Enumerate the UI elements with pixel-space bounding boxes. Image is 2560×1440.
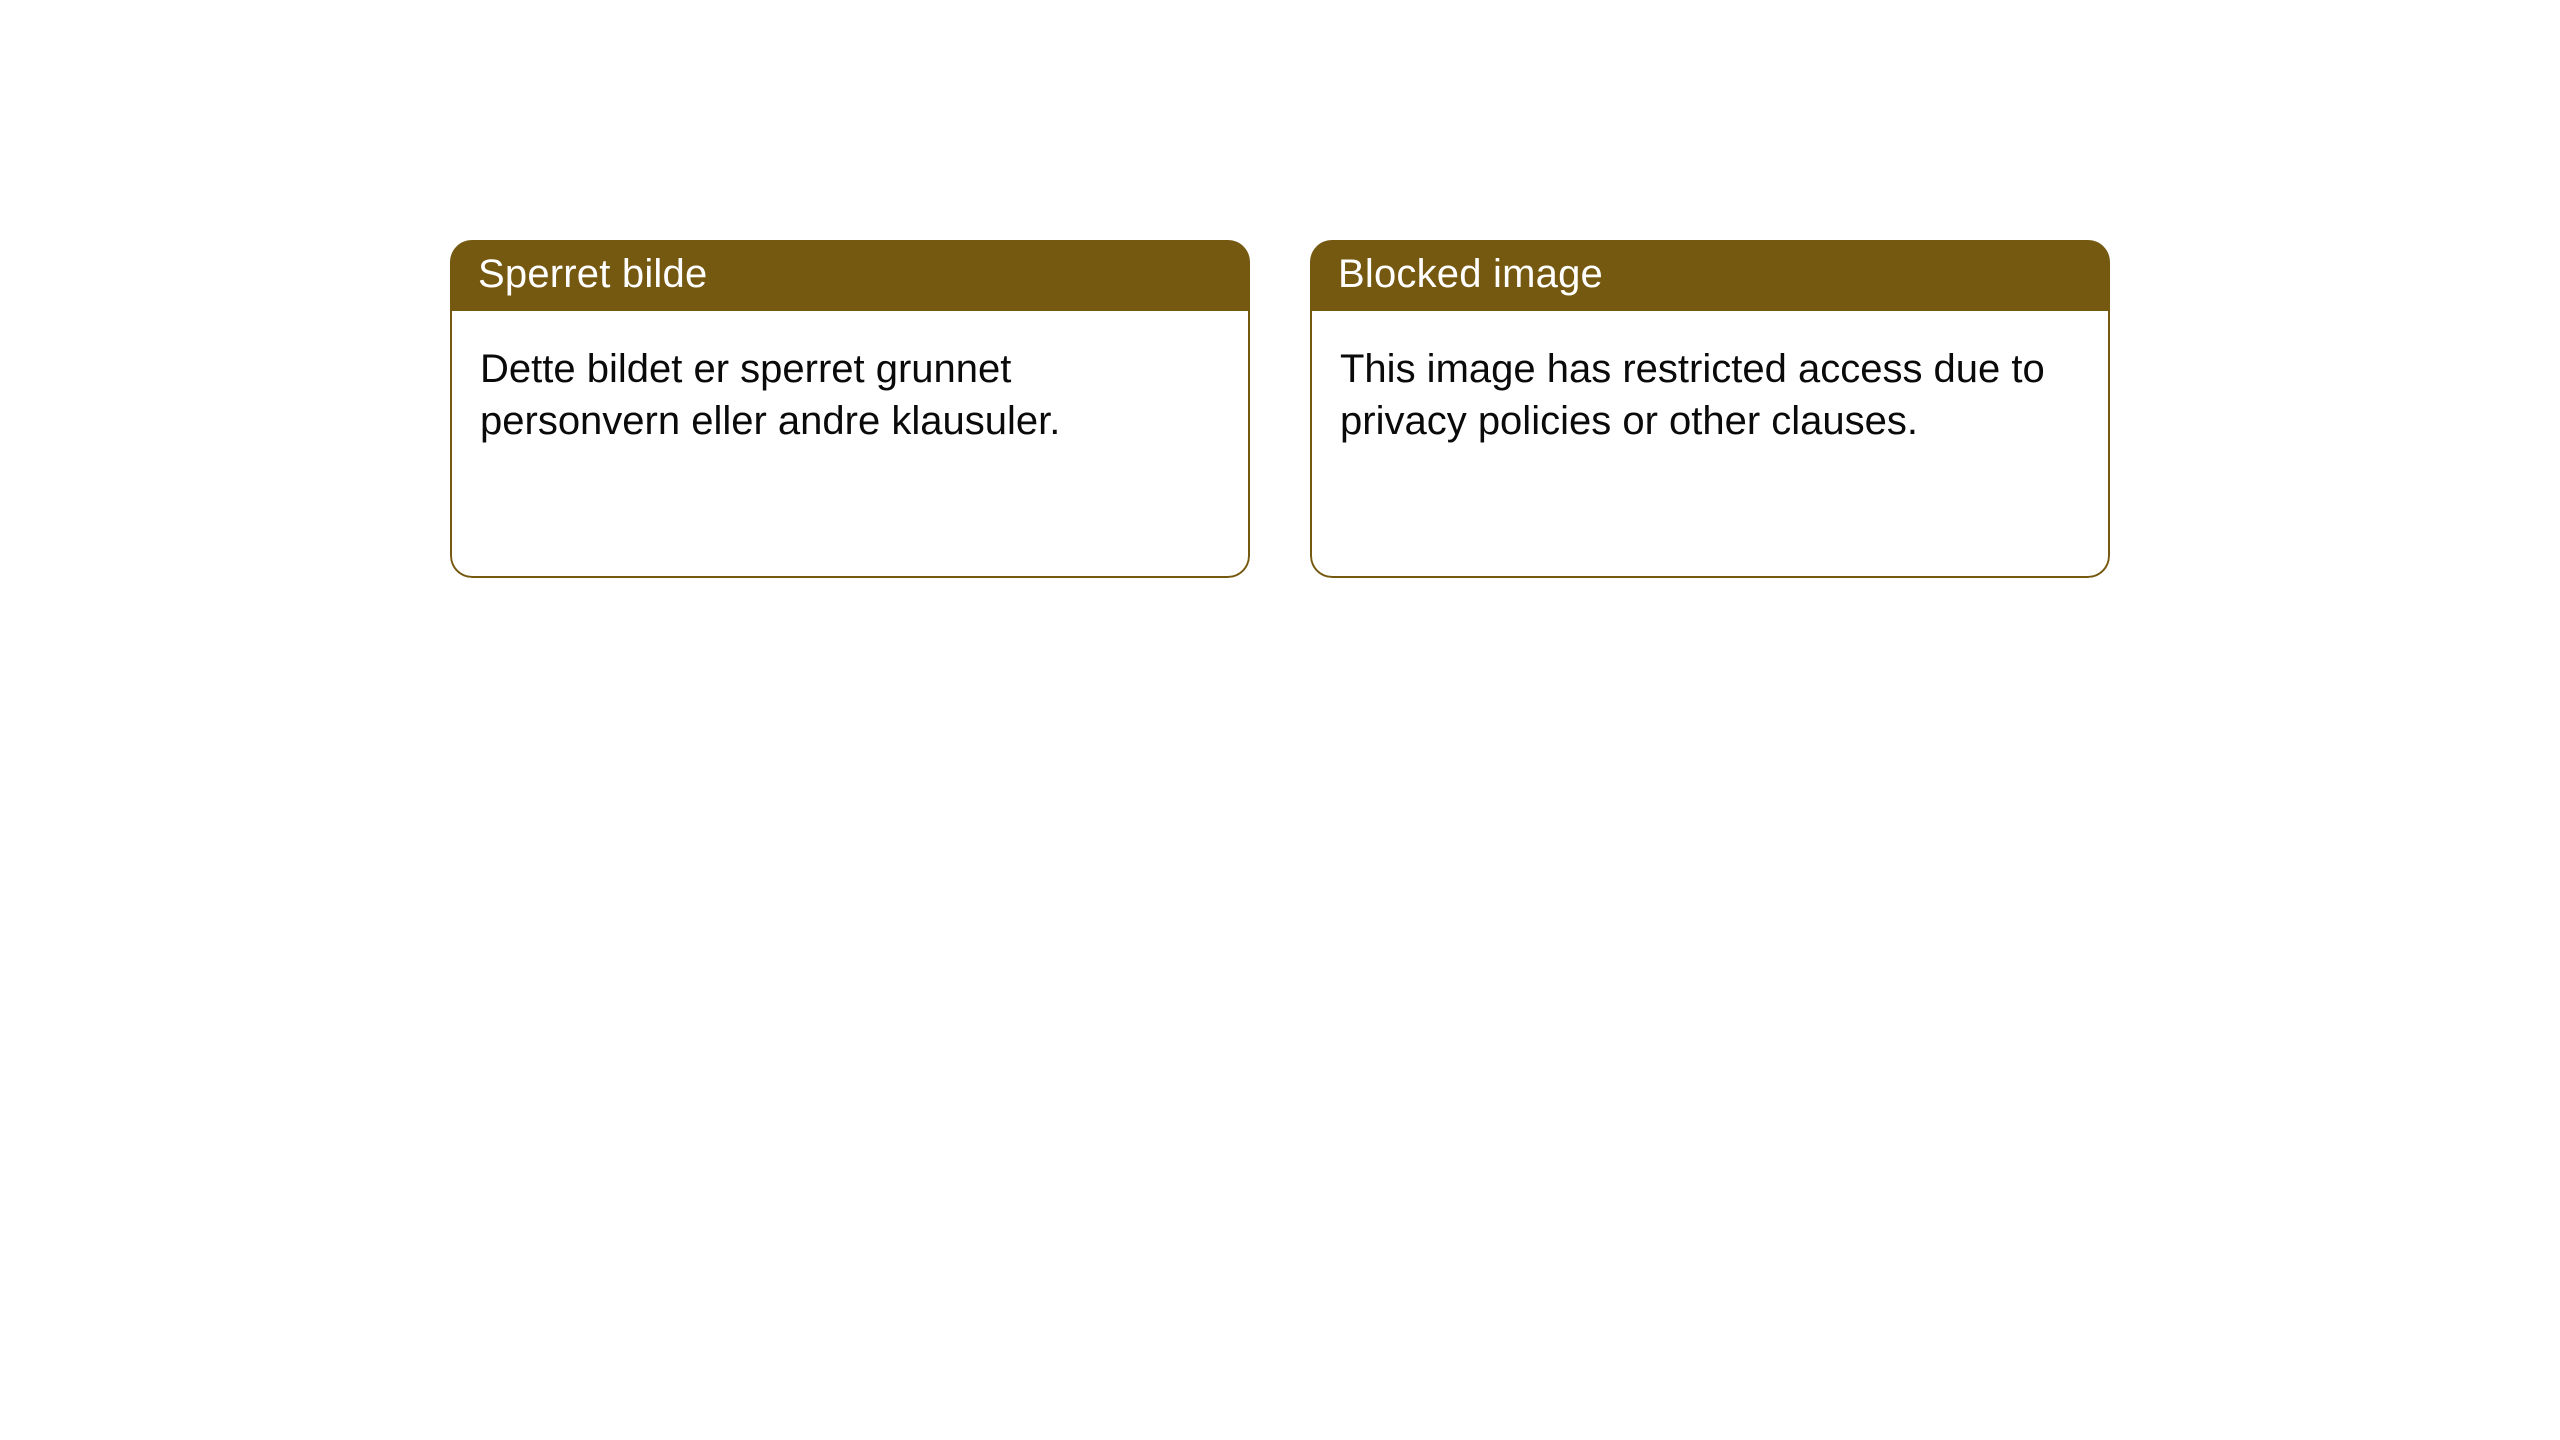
card-title-en: Blocked image (1310, 240, 2110, 311)
card-title-no: Sperret bilde (450, 240, 1250, 311)
card-body-no: Dette bildet er sperret grunnet personve… (450, 311, 1250, 578)
blocked-image-card-en: Blocked image This image has restricted … (1310, 240, 2110, 578)
blocked-image-card-no: Sperret bilde Dette bildet er sperret gr… (450, 240, 1250, 578)
notice-cards-wrap: Sperret bilde Dette bildet er sperret gr… (0, 0, 2560, 578)
card-body-en: This image has restricted access due to … (1310, 311, 2110, 578)
